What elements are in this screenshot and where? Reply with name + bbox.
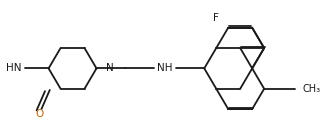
Text: HN: HN [6,63,22,73]
Text: NH: NH [157,63,172,73]
Text: O: O [35,109,43,119]
Text: F: F [213,13,219,23]
Text: CH₃: CH₃ [303,84,320,94]
Text: N: N [106,63,113,73]
